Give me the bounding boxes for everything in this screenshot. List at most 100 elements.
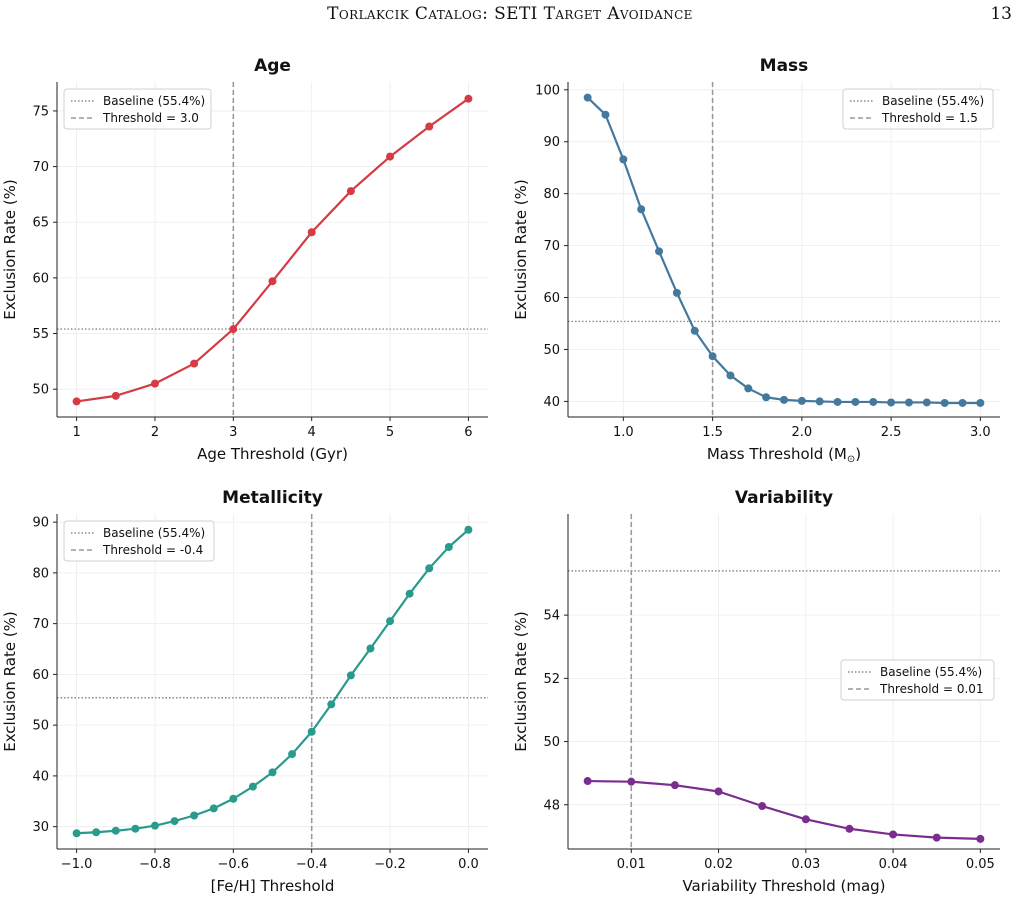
panel-age: 1 2 3 4 5 6 50 55 60 65 70 75 Age Age Threshold (Gyr)… bbox=[1, 56, 488, 463]
data-point bbox=[758, 802, 767, 811]
data-point bbox=[111, 826, 120, 835]
x-tick-label: 0.05 bbox=[966, 857, 995, 872]
data-point bbox=[851, 397, 860, 406]
data-point bbox=[670, 781, 679, 790]
data-point bbox=[346, 671, 355, 680]
y-tick-label: 65 bbox=[32, 216, 49, 231]
x-axis-label: [Fe/H] Threshold bbox=[211, 877, 335, 895]
data-point bbox=[976, 834, 985, 843]
data-point bbox=[655, 247, 664, 256]
data-point bbox=[887, 398, 896, 407]
data-point bbox=[150, 379, 159, 388]
data-point bbox=[619, 155, 628, 164]
data-point bbox=[583, 777, 592, 786]
y-tick-label: 52 bbox=[543, 672, 560, 687]
data-point bbox=[464, 525, 473, 534]
y-tick-label: 55 bbox=[32, 327, 49, 342]
data-point bbox=[307, 727, 316, 736]
legend-threshold-label: Threshold = 1.5 bbox=[881, 111, 978, 125]
data-point bbox=[976, 398, 985, 407]
y-tick-label: 90 bbox=[543, 135, 560, 150]
panel-variability: 0.01 0.02 0.03 0.04 0.05 48 50 52 54 Variability V… bbox=[512, 488, 1000, 895]
data-point bbox=[366, 644, 375, 653]
series-line bbox=[76, 97, 470, 403]
legend-baseline-label: Baseline (55.4%) bbox=[880, 665, 982, 679]
y-tick-label: 30 bbox=[32, 820, 49, 835]
page-header: Torlakcik Catalog: SETI Target Avoidance… bbox=[0, 0, 1020, 34]
y-tick-label: 50 bbox=[543, 343, 560, 358]
data-point bbox=[762, 393, 771, 402]
page-number: 13 bbox=[990, 4, 1012, 24]
x-axis-label: Variability Threshold (mag) bbox=[682, 877, 885, 895]
x-tick-label: −0.8 bbox=[139, 857, 171, 872]
panel-title: Metallicity bbox=[222, 488, 323, 508]
legend-baseline-label: Baseline (55.4%) bbox=[103, 526, 205, 540]
legend: Baseline (55.4%) Threshold = 3.0 bbox=[63, 88, 212, 130]
x-tick-label: 1.0 bbox=[613, 425, 634, 440]
y-axis-label: Exclusion Rate (%) bbox=[1, 611, 19, 752]
y-tick-label: 100 bbox=[535, 83, 560, 98]
data-point bbox=[346, 187, 355, 196]
legend: Baseline (55.4%) Threshold = 0.01 bbox=[840, 659, 995, 701]
x-tick-label: 0.04 bbox=[879, 857, 908, 872]
data-point bbox=[444, 542, 453, 551]
data-point bbox=[958, 398, 967, 407]
x-tick-label: 3 bbox=[229, 425, 237, 440]
data-point bbox=[815, 397, 824, 406]
y-tick-label: 70 bbox=[32, 160, 49, 175]
x-axis-label: Age Threshold (Gyr) bbox=[197, 445, 348, 463]
data-point bbox=[190, 359, 199, 368]
legend: Baseline (55.4%) Threshold = -0.4 bbox=[63, 520, 215, 562]
x-axis-label-symbol: ⊙ bbox=[847, 454, 855, 465]
legend-threshold-label: Threshold = 3.0 bbox=[102, 111, 199, 125]
data-point bbox=[111, 391, 120, 400]
data-point bbox=[268, 277, 277, 286]
data-point bbox=[425, 122, 434, 131]
y-tick-label: 60 bbox=[543, 291, 560, 306]
x-tick-label: 0.01 bbox=[617, 857, 646, 872]
legend-box bbox=[842, 88, 994, 130]
x-tick-label: 0.02 bbox=[704, 857, 733, 872]
x-tick-label: 6 bbox=[464, 425, 472, 440]
data-point bbox=[845, 824, 854, 833]
x-axis-label-close: ) bbox=[855, 445, 861, 463]
x-tick-label: 1 bbox=[72, 425, 80, 440]
running-title: Torlakcik Catalog: SETI Target Avoidance bbox=[327, 4, 693, 24]
x-tick-label: −1.0 bbox=[61, 857, 93, 872]
data-point bbox=[386, 617, 395, 626]
data-point bbox=[131, 824, 140, 833]
y-tick-label: 50 bbox=[543, 735, 560, 750]
data-point bbox=[307, 228, 316, 237]
data-point bbox=[922, 398, 931, 407]
x-tick-label: −0.4 bbox=[296, 857, 328, 872]
x-tick-label: 2 bbox=[151, 425, 159, 440]
data-point bbox=[637, 205, 646, 214]
y-tick-label: 80 bbox=[543, 187, 560, 202]
series-line bbox=[586, 96, 981, 405]
data-point bbox=[288, 750, 297, 759]
data-point bbox=[72, 829, 81, 838]
data-point bbox=[932, 833, 941, 842]
y-tick-label: 50 bbox=[32, 719, 49, 734]
y-tick-label: 90 bbox=[32, 516, 49, 531]
y-tick-label: 40 bbox=[32, 769, 49, 784]
data-point bbox=[190, 811, 199, 820]
series-line bbox=[587, 779, 981, 840]
y-tick-label: 40 bbox=[543, 395, 560, 410]
data-point bbox=[229, 325, 238, 334]
x-tick-label: 2.0 bbox=[792, 425, 813, 440]
legend-baseline-label: Baseline (55.4%) bbox=[103, 94, 205, 108]
data-point bbox=[268, 768, 277, 777]
data-point bbox=[714, 787, 723, 796]
data-point bbox=[386, 152, 395, 161]
data-point bbox=[405, 589, 414, 598]
data-point bbox=[464, 94, 473, 103]
legend: Baseline (55.4%) Threshold = 1.5 bbox=[842, 88, 994, 130]
data-point bbox=[726, 371, 735, 380]
legend-baseline-label: Baseline (55.4%) bbox=[882, 94, 984, 108]
x-tick-label: −0.2 bbox=[374, 857, 406, 872]
y-tick-label: 60 bbox=[32, 668, 49, 683]
data-point bbox=[744, 384, 753, 393]
x-tick-label: 4 bbox=[308, 425, 316, 440]
